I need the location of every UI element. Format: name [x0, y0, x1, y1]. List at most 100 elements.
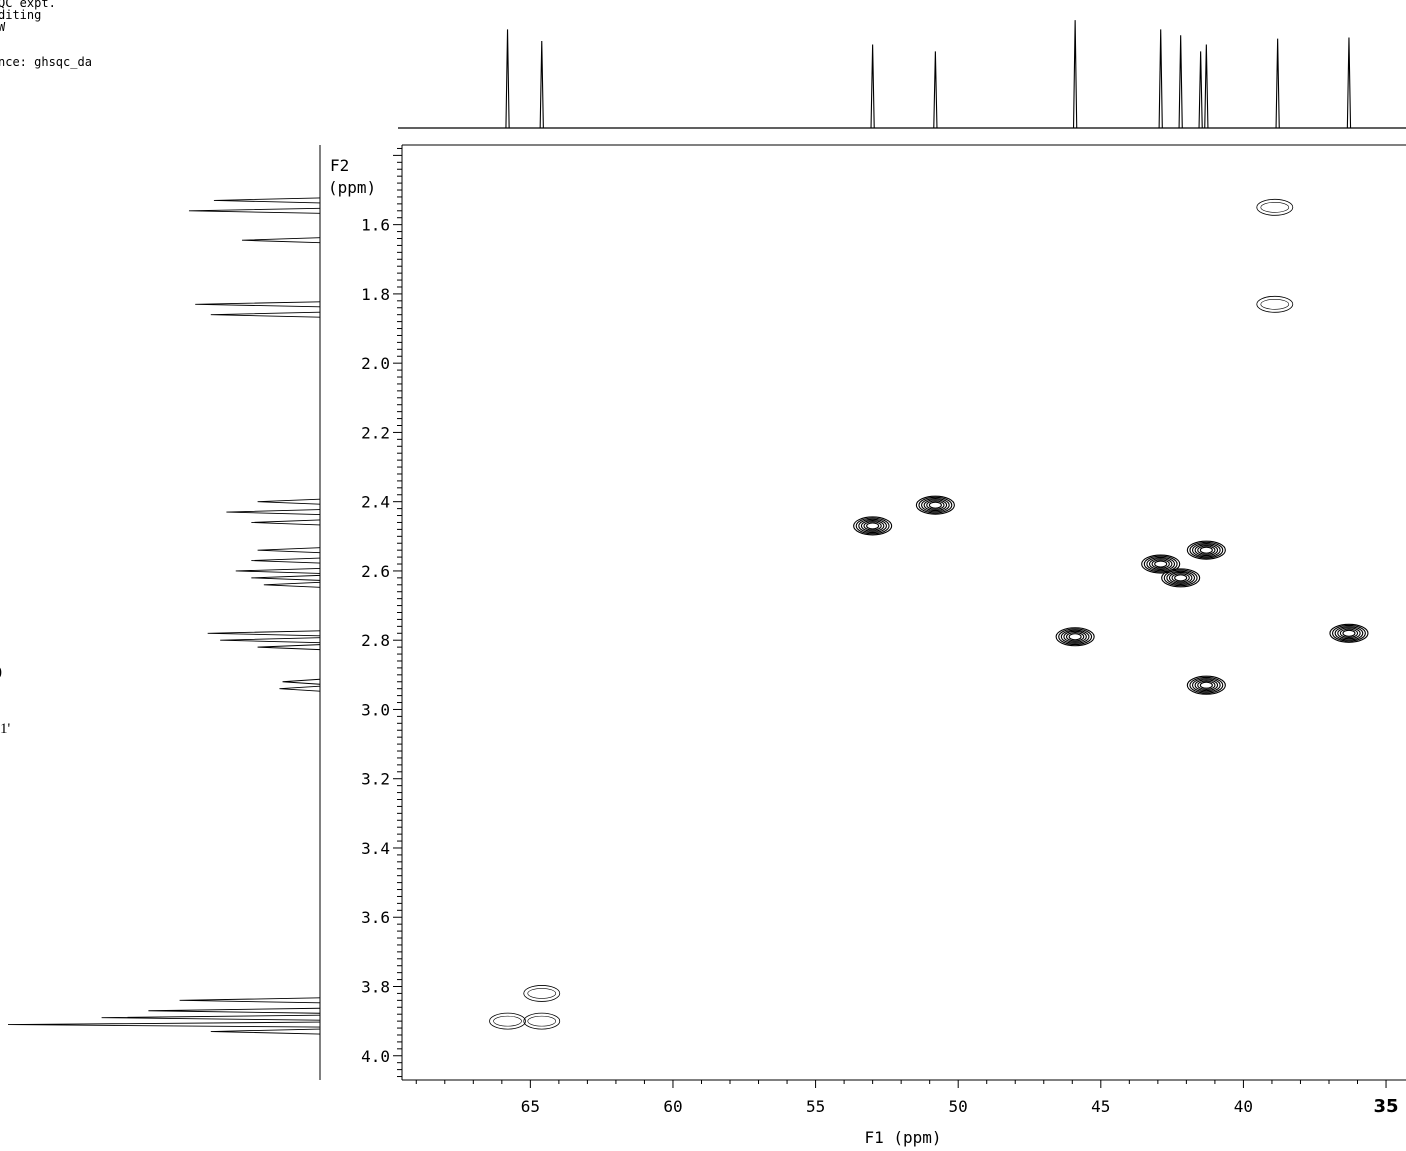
cross-peak — [1256, 295, 1294, 313]
contour-ring — [915, 495, 955, 515]
y-tick-label: 1.8 — [361, 285, 390, 304]
cross-peak — [1186, 540, 1226, 560]
y-axis-label-line1: F2 — [330, 156, 349, 175]
carbon-peak — [1275, 38, 1280, 129]
contour-ring — [1186, 675, 1226, 695]
proton-peak — [220, 637, 321, 644]
contour-ring — [1161, 568, 1201, 588]
carbon-peak — [1204, 44, 1209, 129]
contour-ring — [1194, 679, 1219, 692]
carbon-peak — [1198, 51, 1203, 129]
proton-peak — [257, 498, 321, 505]
plot-frame — [401, 144, 1406, 1081]
cross-peak — [523, 985, 561, 1002]
header-line-1: QC expt. — [0, 0, 56, 10]
contour-ring — [1256, 198, 1294, 216]
contour-ring — [1260, 202, 1290, 213]
carbon-peak — [505, 29, 510, 129]
carbon-peak — [539, 40, 544, 129]
proton-peak — [257, 547, 321, 554]
contour-ring — [1063, 630, 1087, 643]
contour-ring — [1191, 678, 1221, 693]
proton-peak — [101, 1014, 321, 1021]
x-tick-label: 50 — [949, 1097, 968, 1116]
cross-peak — [1186, 675, 1226, 695]
contour-ring — [527, 1015, 557, 1027]
y-tick-label: 3.2 — [361, 770, 390, 789]
contour-ring — [1146, 556, 1176, 572]
y-axis-label-line2: (ppm) — [328, 178, 376, 197]
proton-peak — [226, 509, 321, 516]
contour-ring — [1334, 626, 1364, 641]
proton-projection-spectrum — [7, 145, 321, 1080]
x-tick-label: 45 — [1091, 1097, 1110, 1116]
contour-ring — [855, 517, 890, 535]
contour-ring — [1148, 558, 1173, 570]
contour-ring — [1194, 544, 1219, 557]
proton-peak — [210, 311, 321, 318]
proton-peak — [251, 519, 321, 526]
x-tick-label: 55 — [806, 1097, 825, 1116]
carbon-projection-spectrum — [398, 20, 1406, 129]
proton-peak — [195, 301, 321, 308]
contour-ring — [1154, 560, 1168, 568]
contour-ring — [1168, 571, 1193, 584]
contour-ring — [1143, 555, 1178, 573]
contour-ring — [918, 496, 953, 514]
proton-peak — [263, 581, 321, 588]
carbon-peak — [1158, 29, 1163, 129]
contour-ring — [523, 1012, 561, 1030]
proton-peak — [282, 678, 321, 685]
y-tick-label: 2.0 — [361, 354, 390, 373]
proton-peak — [257, 644, 321, 651]
contour-ring — [1339, 628, 1359, 639]
contour-ring — [860, 519, 885, 532]
side-note-1: ) — [0, 664, 2, 681]
cross-peak — [1161, 568, 1201, 588]
contour-ring — [1141, 554, 1181, 574]
carbon-peak — [870, 44, 875, 129]
contour-ring — [1332, 624, 1366, 642]
x-axis: 65 60 55 50 45 40 35 — [415, 1080, 1399, 1117]
contour-ring — [523, 985, 561, 1002]
carbon-peak — [1072, 20, 1078, 129]
side-note-2: 1' — [0, 721, 11, 737]
proton-peak — [148, 1007, 321, 1014]
proton-peak — [188, 207, 321, 214]
header-line-4: nce: ghsqc_da — [0, 55, 92, 69]
cross-peak — [1141, 554, 1181, 574]
contour-ring — [1186, 540, 1226, 560]
contour-ring — [1055, 627, 1095, 647]
cross-peak — [1256, 198, 1294, 216]
proton-peak — [207, 630, 321, 637]
header-line-3: W — [0, 20, 6, 34]
contour-ring — [866, 522, 880, 530]
carbon-peak — [933, 51, 938, 129]
y-tick-label: 2.8 — [361, 631, 390, 650]
y-tick-label: 2.6 — [361, 562, 390, 581]
y-tick-label: 2.4 — [361, 493, 390, 512]
proton-peak — [210, 1028, 321, 1035]
contour-ring — [1342, 629, 1356, 637]
x-tick-label: 40 — [1234, 1097, 1253, 1116]
x-tick-label: 65 — [521, 1097, 540, 1116]
y-tick-label: 3.8 — [361, 978, 390, 997]
contour-ring — [853, 516, 893, 536]
y-tick-label: 3.4 — [361, 839, 390, 858]
contour-ring — [863, 521, 882, 531]
contour-ring — [1163, 569, 1198, 587]
x-tick-label: 60 — [663, 1097, 682, 1116]
x-tick-label: 35 — [1374, 1096, 1399, 1117]
cross-peak — [1329, 623, 1369, 643]
contour-ring — [1166, 570, 1196, 586]
proton-peak — [279, 685, 321, 692]
contour-ring — [1256, 295, 1294, 313]
header-line-2: diting — [0, 8, 42, 22]
contour-ring — [1260, 298, 1290, 310]
contour-ring — [493, 1015, 522, 1027]
contour-ring — [926, 500, 945, 510]
contour-ring — [1065, 631, 1085, 642]
contour-ring — [1068, 633, 1082, 641]
y-tick-label: 1.6 — [361, 216, 390, 235]
